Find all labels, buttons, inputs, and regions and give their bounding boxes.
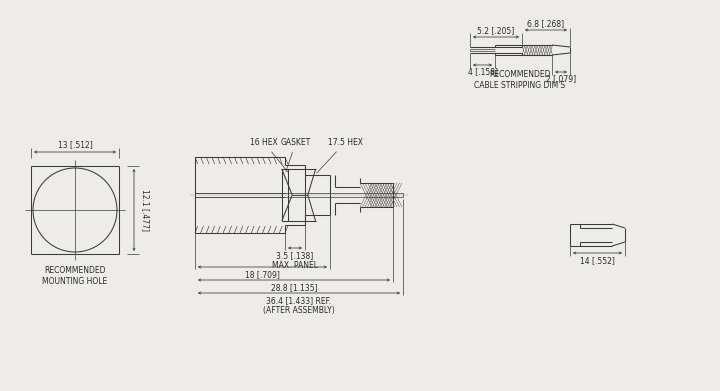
- Text: 36.4 [1.433] REF.
(AFTER ASSEMBLY): 36.4 [1.433] REF. (AFTER ASSEMBLY): [263, 296, 335, 316]
- Text: 16 HEX: 16 HEX: [250, 138, 288, 172]
- Text: 2 [.079]: 2 [.079]: [546, 74, 576, 83]
- Text: 13 [.512]: 13 [.512]: [58, 140, 92, 149]
- Text: 6.8 [.268]: 6.8 [.268]: [528, 19, 564, 28]
- Text: 3.5 [.138]
MAX. PANEL: 3.5 [.138] MAX. PANEL: [272, 251, 318, 271]
- Text: 5.2 [.205]: 5.2 [.205]: [477, 26, 515, 35]
- Text: RECOMMENDED
MOUNTING HOLE: RECOMMENDED MOUNTING HOLE: [42, 266, 107, 286]
- Text: 12.1 [.477]: 12.1 [.477]: [141, 189, 150, 231]
- Text: 28.8 [1.135]: 28.8 [1.135]: [271, 283, 318, 292]
- Text: GASKET: GASKET: [281, 138, 311, 171]
- Text: 18 [.709]: 18 [.709]: [245, 270, 280, 279]
- Text: 4 [.158]: 4 [.158]: [467, 67, 498, 76]
- Text: 17.5 HEX: 17.5 HEX: [317, 138, 362, 173]
- Text: 14 [.552]: 14 [.552]: [580, 256, 615, 265]
- Text: RECOMMENDED
CABLE STRIPPING DIM'S: RECOMMENDED CABLE STRIPPING DIM'S: [474, 70, 566, 90]
